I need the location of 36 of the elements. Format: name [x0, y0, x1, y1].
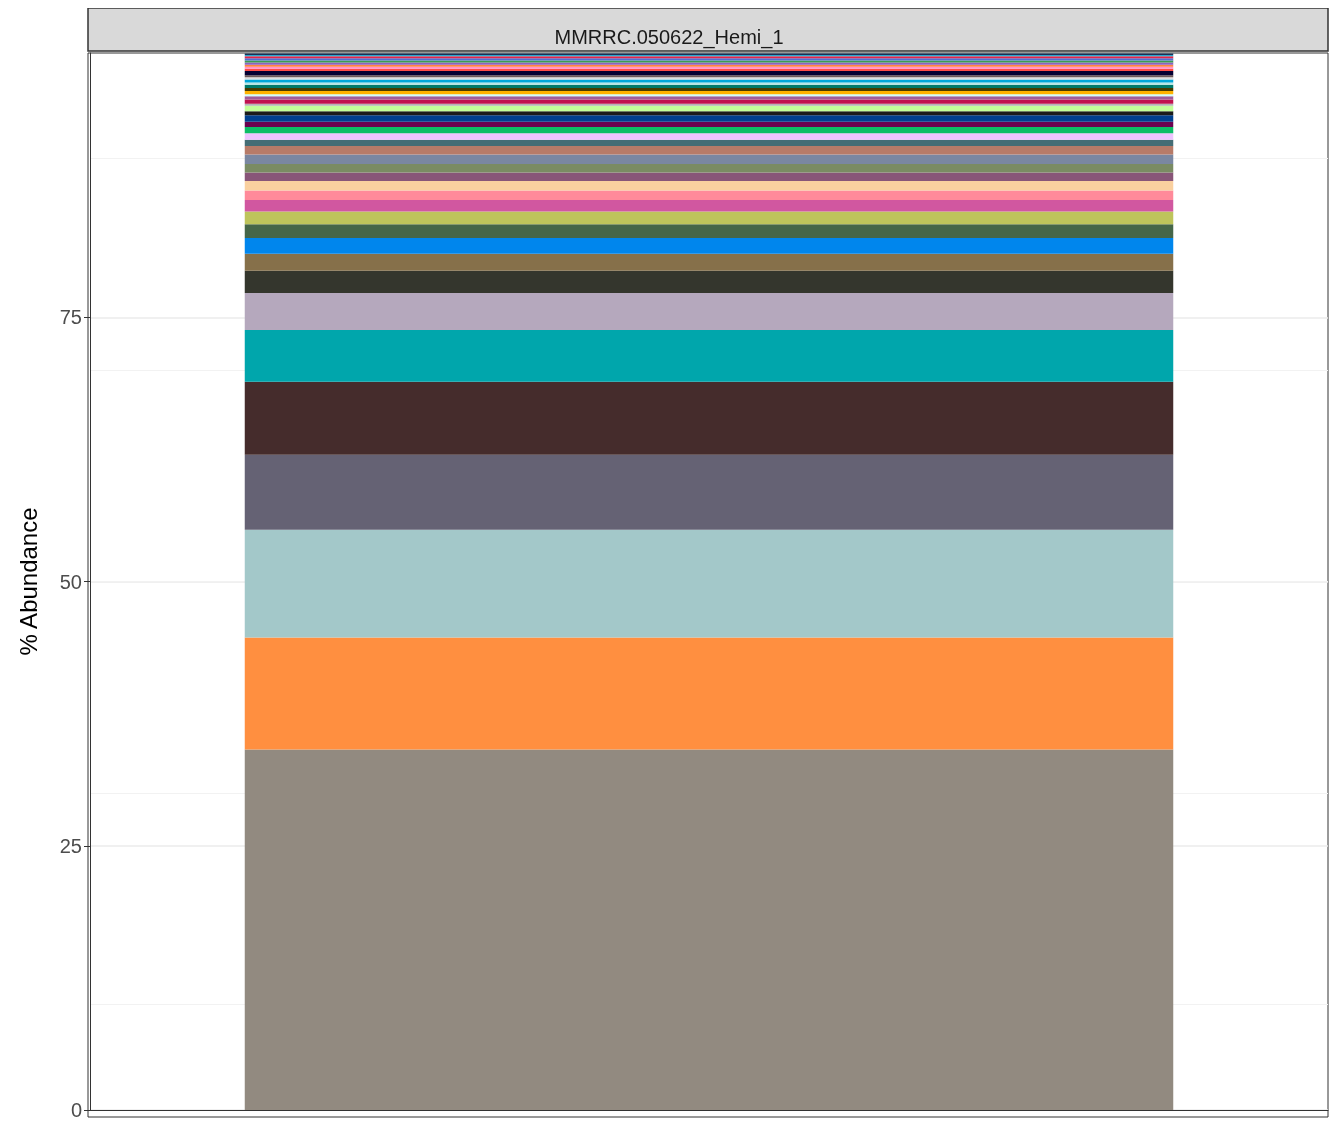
- bar: [244, 329, 1174, 382]
- bar: [244, 529, 1174, 638]
- bar: [244, 749, 1174, 1110]
- bar: [244, 190, 1174, 200]
- bar: [244, 292, 1174, 330]
- bar: [244, 103, 1174, 106]
- bar: [244, 172, 1174, 181]
- bar: [244, 237, 1174, 254]
- bar: [244, 270, 1174, 293]
- bar: [244, 121, 1174, 127]
- bar: [244, 163, 1174, 173]
- bar: [244, 70, 1174, 76]
- bar: [244, 637, 1174, 750]
- bar: [244, 105, 1174, 112]
- bar: [244, 199, 1174, 212]
- y-tick-label: 0: [70, 1099, 82, 1121]
- bar: [244, 381, 1174, 455]
- bar: [244, 154, 1174, 164]
- bar: [244, 133, 1174, 140]
- y-axis-title: % Abundance: [14, 507, 42, 656]
- y-tick-label: 75: [59, 306, 82, 329]
- bar: [244, 115, 1174, 122]
- bar: [244, 454, 1174, 530]
- bar: [244, 87, 1174, 92]
- bar: [244, 99, 1174, 104]
- bar: [244, 139, 1174, 147]
- chart-title: MMRRC.050622_Hemi_1: [554, 26, 784, 49]
- bar: [244, 253, 1174, 271]
- y-tick-label: 50: [59, 570, 82, 593]
- bar: [244, 224, 1174, 238]
- y-tick-label: 25: [59, 834, 82, 857]
- bar: [244, 180, 1174, 191]
- bar: [244, 146, 1174, 155]
- bar: [244, 111, 1174, 116]
- bar: [244, 211, 1174, 225]
- bar: [244, 126, 1174, 134]
